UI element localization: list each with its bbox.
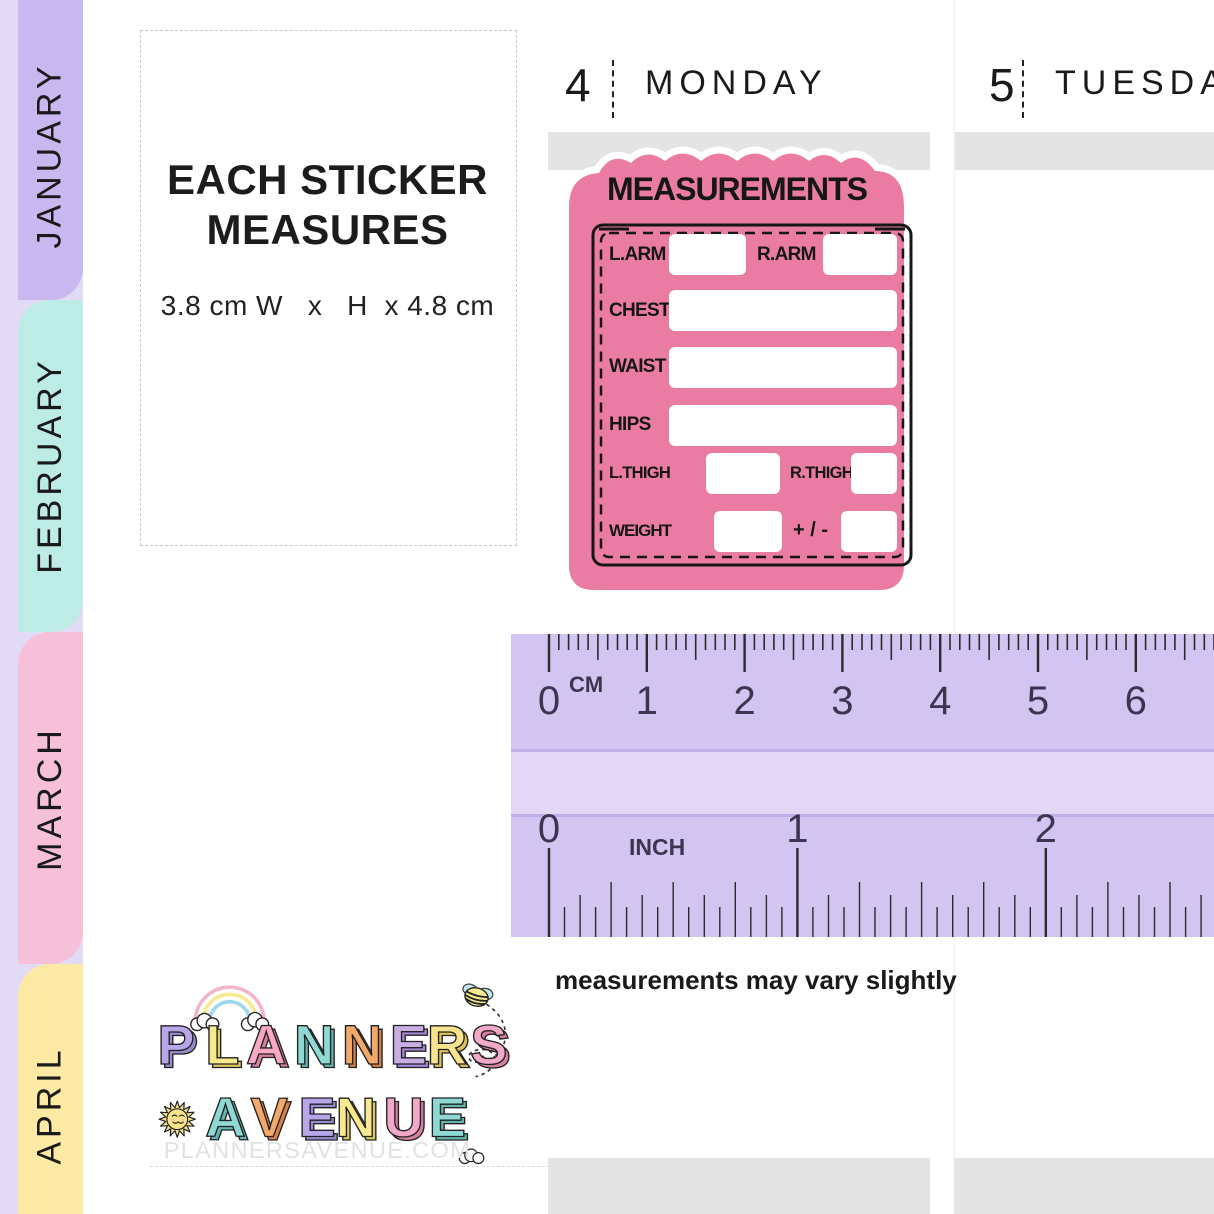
svg-text:INCH: INCH: [629, 834, 685, 860]
svg-text:A: A: [246, 1013, 286, 1076]
svg-text:R.ARM: R.ARM: [757, 244, 816, 265]
svg-text:+ / -: + / -: [793, 519, 828, 541]
svg-text:1: 1: [786, 807, 808, 851]
svg-text:0: 0: [538, 807, 560, 851]
svg-text:L: L: [205, 1013, 239, 1076]
svg-text:6: 6: [1125, 679, 1147, 723]
svg-text:HIPS: HIPS: [609, 414, 651, 435]
svg-text:PLANNERSAVENUE.COM: PLANNERSAVENUE.COM: [164, 1137, 471, 1163]
svg-text:N: N: [294, 1013, 334, 1076]
svg-text:N: N: [342, 1013, 382, 1076]
svg-text:2: 2: [733, 679, 755, 723]
svg-text:E: E: [390, 1013, 427, 1076]
svg-text:1: 1: [636, 679, 658, 723]
svg-text:CHEST: CHEST: [609, 300, 671, 321]
svg-text:P: P: [157, 1013, 194, 1076]
svg-text:L.ARM: L.ARM: [609, 244, 666, 265]
svg-text:R: R: [427, 1013, 467, 1076]
svg-text:5: 5: [1027, 679, 1049, 723]
svg-text:3: 3: [831, 679, 853, 723]
svg-text:L.THIGH: L.THIGH: [609, 464, 670, 482]
svg-text:S: S: [470, 1013, 507, 1076]
svg-text:WEIGHT: WEIGHT: [609, 521, 673, 540]
svg-text:R.THIGH: R.THIGH: [790, 464, 853, 482]
svg-text:4: 4: [929, 679, 951, 723]
svg-text:0: 0: [538, 679, 560, 723]
svg-text:2: 2: [1035, 807, 1057, 851]
svg-text:WAIST: WAIST: [609, 356, 667, 377]
svg-text:CM: CM: [569, 672, 603, 697]
svg-text:MEASUREMENTS: MEASUREMENTS: [607, 171, 868, 207]
